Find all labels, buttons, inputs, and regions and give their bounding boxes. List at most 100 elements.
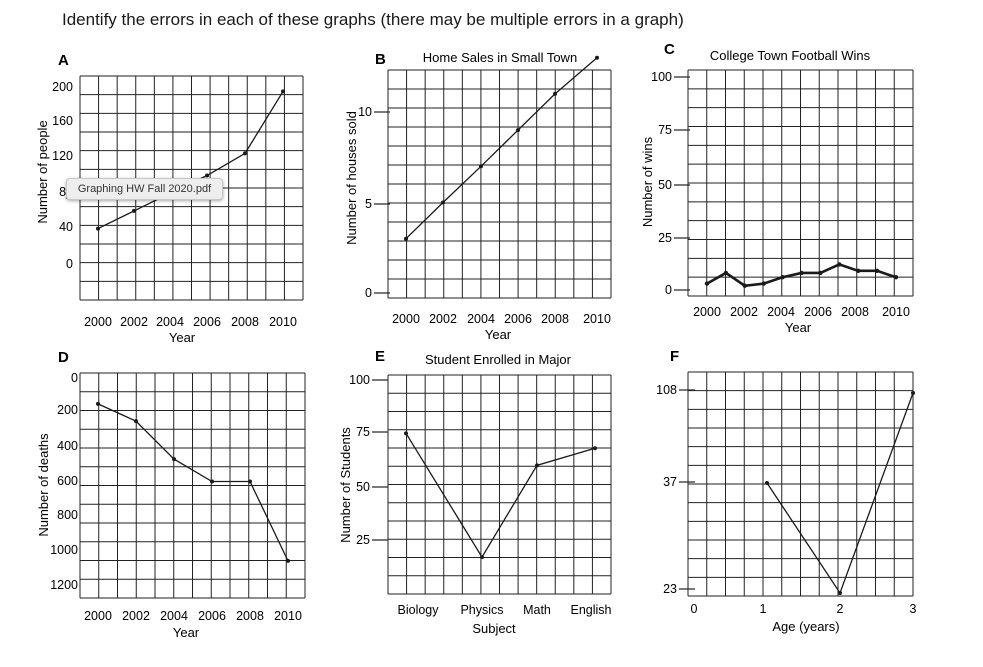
x-tick-label: Math <box>523 603 551 617</box>
y-tick-label: 25 <box>658 231 672 245</box>
data-point <box>723 270 729 276</box>
panel-letter: E <box>375 348 385 365</box>
data-point <box>479 164 483 169</box>
panel-letter: D <box>58 349 69 366</box>
y-tick-label: 600 <box>57 474 78 488</box>
chart-B: B Home Sales in Small Town 2000 2002 2004 200… <box>344 50 612 342</box>
series-line <box>97 91 284 230</box>
data-point <box>535 463 539 468</box>
chart-title: Home Sales in Small Town <box>423 50 577 65</box>
data-point <box>818 270 823 276</box>
data-point <box>761 281 766 286</box>
x-tick-label: 1 <box>760 602 767 616</box>
x-axis-label: Year <box>173 625 200 640</box>
y-axis-label: Number of Students <box>338 427 353 543</box>
y-tick-label: 50 <box>356 480 370 494</box>
y-tick-label: 108 <box>656 383 677 397</box>
x-tick-label: 2008 <box>541 312 569 326</box>
y-tick-label: 25 <box>356 533 370 547</box>
data-point <box>516 128 520 133</box>
data-point <box>893 275 899 280</box>
series-line <box>405 432 596 559</box>
grid <box>79 75 304 301</box>
y-tick-label: 0 <box>71 371 78 385</box>
x-tick-label: 2010 <box>882 305 910 319</box>
chart-E: E Student Enrolled in Major Biology Physics… <box>338 348 612 636</box>
grid <box>79 372 306 599</box>
x-tick-label: 0 <box>691 602 698 616</box>
y-tick-label: 120 <box>52 149 73 163</box>
data-point <box>172 457 176 462</box>
data-point <box>742 283 747 288</box>
x-tick-label: 2006 <box>198 609 226 623</box>
x-tick-label: 2008 <box>841 305 869 319</box>
data-point <box>838 591 842 595</box>
x-tick-label: 2000 <box>84 315 112 329</box>
y-tick-label: 1000 <box>50 543 78 557</box>
series-line <box>766 392 914 595</box>
x-tick-label: Physics <box>460 603 503 617</box>
x-tick-label: 2002 <box>429 312 457 326</box>
data-point <box>248 479 252 484</box>
y-tick-label: 0 <box>665 283 672 297</box>
y-tick-label: 5 <box>365 197 372 211</box>
data-point <box>404 236 408 241</box>
x-tick-label: 2000 <box>693 305 721 319</box>
y-axis-label: Number of people <box>35 120 50 223</box>
y-tick-label: 37 <box>663 475 677 489</box>
data-point <box>765 481 769 485</box>
y-tick-label: 75 <box>658 123 672 137</box>
data-point <box>96 401 100 406</box>
series-line <box>405 57 598 240</box>
panel-letter: F <box>670 348 679 365</box>
data-point <box>553 91 557 96</box>
x-tick-label: 2002 <box>120 315 148 329</box>
chart-title: College Town Football Wins <box>710 48 871 63</box>
y-tick-label: 50 <box>658 178 672 192</box>
x-tick-label: 2006 <box>504 312 532 326</box>
y-tick-label: 100 <box>349 373 370 387</box>
x-tick-label: 2002 <box>122 609 150 623</box>
y-tick-label: 75 <box>356 425 370 439</box>
data-point <box>96 226 100 231</box>
data-point <box>704 281 710 286</box>
data-point <box>205 173 209 178</box>
grid <box>387 69 612 299</box>
y-tick-label: 200 <box>52 80 73 94</box>
y-axis-label: Number of houses sold <box>344 111 359 245</box>
data-point <box>404 431 408 436</box>
chart-D: D 2000 2002 2004 2006 2008 2010 0 200 400 600 800 10… <box>36 349 306 640</box>
chart-C: C College Town Football Wins 2000 2002 2004 2… <box>640 41 914 335</box>
data-point <box>874 268 880 274</box>
y-tick-label: 800 <box>57 508 78 522</box>
x-tick-label: 2008 <box>231 315 259 329</box>
data-point <box>132 208 136 213</box>
data-point <box>243 151 247 156</box>
y-tick-label: 23 <box>663 582 677 596</box>
x-tick-label: 2002 <box>730 305 758 319</box>
x-tick-label: 2004 <box>160 609 188 623</box>
y-tick-label: 0 <box>66 257 73 271</box>
data-point <box>595 55 599 60</box>
x-tick-label: 2006 <box>193 315 221 329</box>
x-tick-label: 2008 <box>236 609 264 623</box>
x-axis-label: Year <box>785 320 812 335</box>
x-tick-label: Biology <box>398 603 440 617</box>
x-tick-label: 3 <box>910 602 917 616</box>
x-axis-label: Year <box>169 330 196 345</box>
y-tick-label: 160 <box>52 114 73 128</box>
data-point <box>837 262 842 267</box>
y-tick-label: 1200 <box>50 578 78 592</box>
y-axis-label: Number of deaths <box>36 433 51 537</box>
data-point <box>281 89 285 94</box>
y-tick-label: 0 <box>365 286 372 300</box>
x-tick-label: 2010 <box>274 609 302 623</box>
data-point <box>780 275 785 280</box>
y-tick-label: 200 <box>57 403 78 417</box>
x-axis-label: Year <box>485 327 512 342</box>
panel-letter: A <box>58 52 69 69</box>
x-axis-label: Age (years) <box>772 619 839 634</box>
x-tick-label: 2006 <box>804 305 832 319</box>
